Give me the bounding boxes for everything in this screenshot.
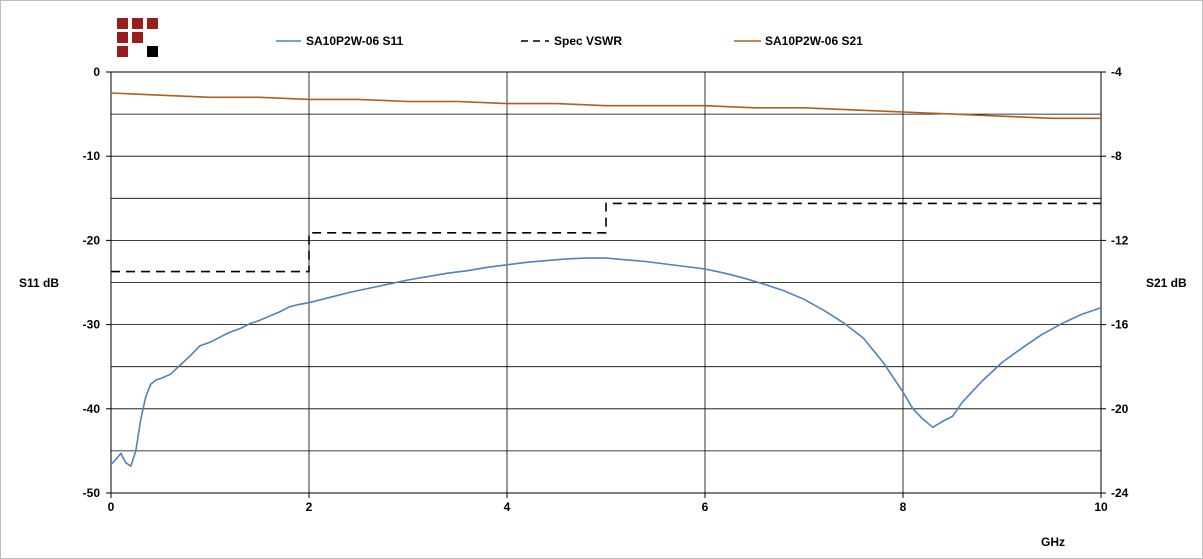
- company-logo: [117, 18, 158, 57]
- legend-label-s21: SA10P2W-06 S21: [765, 34, 863, 48]
- series-spec-vswr-line: [111, 202, 1101, 273]
- plot-series: [110, 92, 1102, 467]
- x-tick-label: 10: [1094, 500, 1108, 514]
- grid: [106, 71, 1106, 498]
- legend-label-spec: Spec VSWR: [554, 34, 622, 48]
- x-tick-label: 2: [306, 500, 313, 514]
- y-tick-label-right: -12: [1111, 233, 1129, 247]
- x-tick-label: 4: [504, 500, 511, 514]
- y-tick-label-left: -30: [83, 318, 101, 332]
- y-tick-label-left: -10: [83, 149, 101, 163]
- y-tick-label-right: -16: [1111, 318, 1129, 332]
- logo-square: [147, 18, 158, 29]
- legend-label-s11: SA10P2W-06 S11: [306, 34, 403, 48]
- y-tick-label-right: -4: [1111, 65, 1122, 79]
- y-tick-label-left: -20: [83, 233, 101, 247]
- tick-labels: 0 2 4 6 8 10 0 -10 -20 -30 -40 -50 -4 -8 -12 -16 -20 -24: [83, 65, 1129, 514]
- y-axis-title-right: S21 dB: [1146, 276, 1187, 290]
- logo-square: [117, 18, 128, 29]
- logo-square: [117, 46, 128, 57]
- x-tick-label: 0: [108, 500, 115, 514]
- x-tick-label: 6: [702, 500, 709, 514]
- x-tick-label: 8: [900, 500, 907, 514]
- y-tick-label-left: 0: [93, 65, 100, 79]
- series-s11-line: [110, 257, 1102, 467]
- y-tick-label-left: -40: [83, 402, 101, 416]
- y-tick-label-right: -8: [1111, 149, 1122, 163]
- logo-square: [117, 32, 128, 43]
- plot-area-border: [110, 71, 1102, 494]
- logo-square: [132, 32, 143, 43]
- y-axis-title-left: S11 dB: [19, 276, 59, 290]
- y-tick-label-left: -50: [83, 486, 101, 500]
- y-tick-label-right: -24: [1111, 486, 1129, 500]
- logo-square-black: [147, 46, 158, 57]
- legend: SA10P2W-06 S11 Spec VSWR SA10P2W-06 S21: [276, 34, 863, 48]
- series-s21-line: [110, 92, 1101, 120]
- logo-square: [132, 18, 143, 29]
- x-axis-title: GHz: [1041, 535, 1065, 549]
- y-tick-label-right: -20: [1111, 402, 1129, 416]
